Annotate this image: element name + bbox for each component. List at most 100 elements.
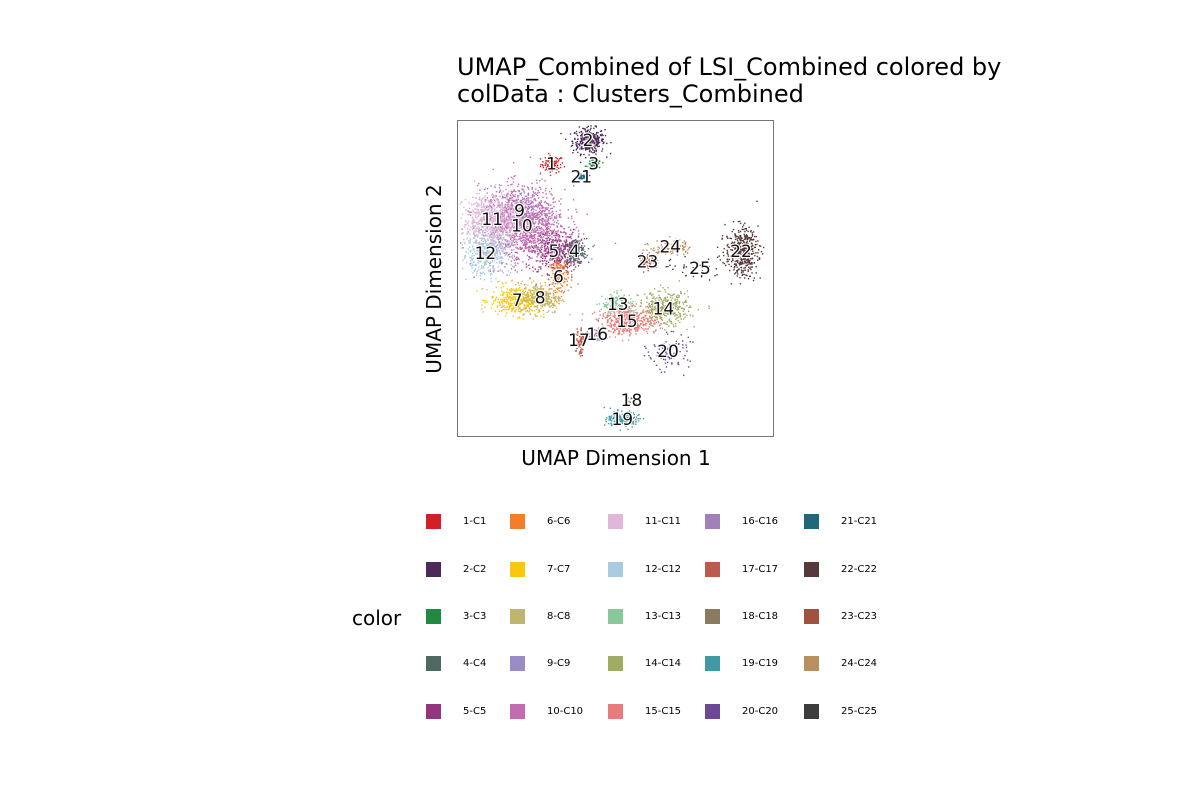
point-cluster-10 <box>526 231 529 234</box>
point-cluster-10 <box>508 201 510 203</box>
point-cluster-8 <box>529 289 531 291</box>
point-cluster-11 <box>491 223 493 225</box>
point-cluster-10 <box>507 177 509 180</box>
point-cluster-4 <box>582 242 584 244</box>
point-cluster-10 <box>518 213 520 215</box>
point-cluster-2 <box>574 137 576 140</box>
point-cluster-7 <box>513 290 515 292</box>
point-cluster-11 <box>463 226 466 228</box>
point-cluster-11 <box>472 218 474 220</box>
point-cluster-6 <box>550 266 552 269</box>
point-cluster-11 <box>509 217 512 219</box>
point-cluster-5 <box>538 235 540 237</box>
point-cluster-8 <box>515 298 517 301</box>
point-cluster-1 <box>542 165 544 167</box>
point-cluster-10 <box>517 282 519 284</box>
point-cluster-7 <box>539 292 541 295</box>
point-cluster-7 <box>508 307 510 309</box>
point-cluster-10 <box>533 222 535 225</box>
point-cluster-7 <box>512 308 514 310</box>
point-cluster-7 <box>518 295 521 297</box>
point-cluster-3 <box>596 160 598 163</box>
point-cluster-10 <box>558 213 560 216</box>
point-cluster-7 <box>553 302 555 305</box>
point-cluster-11 <box>499 214 501 216</box>
point-cluster-7 <box>547 304 549 306</box>
point-cluster-10 <box>553 224 555 226</box>
point-cluster-8 <box>535 305 538 308</box>
point-cluster-10 <box>556 235 558 237</box>
point-cluster-6 <box>558 287 560 289</box>
point-cluster-10 <box>515 259 517 261</box>
point-cluster-2 <box>571 140 573 143</box>
point-cluster-11 <box>475 240 478 242</box>
point-cluster-10 <box>512 220 514 222</box>
point-cluster-10 <box>470 211 472 213</box>
point-cluster-11 <box>499 225 501 227</box>
point-cluster-10 <box>551 215 553 217</box>
point-cluster-11 <box>488 200 491 202</box>
point-cluster-14 <box>685 301 687 303</box>
point-cluster-2 <box>595 149 598 151</box>
point-cluster-7 <box>497 313 499 315</box>
point-cluster-13 <box>604 298 607 300</box>
point-cluster-10 <box>523 231 526 234</box>
point-cluster-11 <box>485 221 488 223</box>
point-cluster-5 <box>542 233 545 235</box>
point-cluster-10 <box>521 220 524 222</box>
point-cluster-10 <box>511 257 514 259</box>
point-cluster-12 <box>498 243 501 245</box>
point-cluster-10 <box>498 204 500 206</box>
point-cluster-11 <box>469 238 472 240</box>
point-cluster-10 <box>489 205 491 207</box>
point-cluster-12 <box>510 240 513 242</box>
point-cluster-5 <box>528 264 530 266</box>
point-cluster-10 <box>529 203 531 206</box>
point-cluster-2 <box>599 134 602 136</box>
point-cluster-11 <box>501 222 504 224</box>
point-cluster-10 <box>529 239 531 242</box>
point-cluster-9 <box>550 208 552 210</box>
point-cluster-5 <box>554 247 556 249</box>
point-cluster-8 <box>540 285 542 288</box>
point-cluster-11 <box>461 233 463 235</box>
point-cluster-11 <box>468 202 470 204</box>
point-cluster-4 <box>580 262 582 264</box>
point-cluster-14 <box>688 306 690 309</box>
point-cluster-10 <box>529 220 532 222</box>
point-cluster-4 <box>582 255 585 258</box>
point-cluster-11 <box>493 237 495 240</box>
point-cluster-4 <box>576 242 579 244</box>
point-cluster-2 <box>581 143 583 145</box>
point-cluster-9 <box>528 213 531 215</box>
point-cluster-9 <box>548 217 550 220</box>
point-cluster-6 <box>556 266 559 268</box>
point-cluster-7 <box>502 305 504 307</box>
point-cluster-2 <box>586 137 588 139</box>
point-cluster-11 <box>476 223 478 225</box>
point-cluster-2 <box>594 145 596 147</box>
point-cluster-10 <box>473 276 475 278</box>
point-cluster-11 <box>476 208 478 211</box>
point-cluster-10 <box>527 212 529 214</box>
point-cluster-10 <box>517 185 519 188</box>
point-cluster-7 <box>526 291 529 293</box>
point-cluster-11 <box>489 231 492 233</box>
point-cluster-10 <box>531 231 533 233</box>
point-cluster-5 <box>552 264 555 266</box>
point-cluster-13 <box>600 308 602 310</box>
point-cluster-10 <box>573 252 576 255</box>
point-cluster-2 <box>575 144 577 146</box>
point-cluster-10 <box>545 222 547 224</box>
point-cluster-5 <box>559 260 561 263</box>
point-cluster-11 <box>470 203 473 205</box>
point-cluster-10 <box>529 241 531 243</box>
point-cluster-8 <box>536 305 539 307</box>
point-cluster-10 <box>522 199 524 201</box>
point-cluster-5 <box>533 250 536 252</box>
point-cluster-7 <box>518 306 520 309</box>
point-cluster-14 <box>682 318 685 320</box>
point-cluster-8 <box>542 297 545 300</box>
point-cluster-6 <box>557 281 559 283</box>
point-cluster-8 <box>532 296 534 299</box>
